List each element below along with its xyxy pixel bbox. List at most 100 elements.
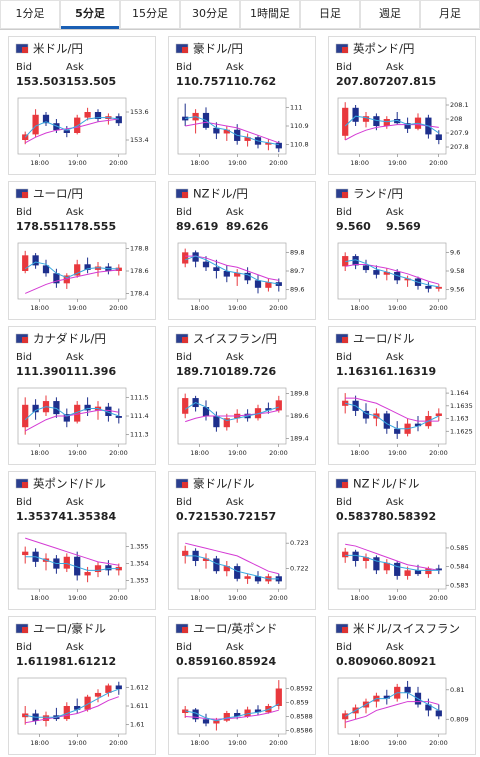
tab-label[interactable]: 月足 bbox=[439, 7, 461, 20]
moving-average-long bbox=[344, 124, 439, 141]
candle-body bbox=[265, 282, 272, 288]
candle-body bbox=[234, 272, 241, 277]
x-tick-label: 18:00 bbox=[30, 594, 49, 602]
flag-icon-part bbox=[182, 192, 188, 198]
tab-label[interactable]: 週足 bbox=[379, 7, 401, 20]
tab-label[interactable]: 1時間足 bbox=[250, 7, 290, 20]
tab-label[interactable]: 日足 bbox=[319, 7, 341, 20]
flag-icon-part bbox=[22, 627, 28, 633]
y-tick-label: 1.354 bbox=[130, 560, 149, 568]
candle-body bbox=[42, 114, 50, 124]
pair-name[interactable]: 豪ドル/円 bbox=[193, 42, 243, 56]
pair-name[interactable]: 米ドル/円 bbox=[33, 42, 83, 56]
candle-body bbox=[383, 119, 390, 126]
candle-body bbox=[435, 413, 442, 416]
x-tick-label: 18:00 bbox=[350, 739, 369, 747]
y-tick-label: 111.5 bbox=[130, 393, 149, 401]
y-tick-label: 0.8592 bbox=[290, 685, 313, 693]
pair-name[interactable]: 英ポンド/円 bbox=[353, 42, 414, 56]
pair-name[interactable]: 米ドル/スイスフラン bbox=[353, 622, 460, 636]
tab-active-indicator bbox=[61, 26, 119, 29]
candle-body bbox=[425, 568, 432, 575]
ask-label: Ask bbox=[386, 352, 404, 363]
x-tick-label: 20:00 bbox=[429, 594, 448, 602]
bid-label: Bid bbox=[176, 207, 192, 218]
candle-body bbox=[94, 266, 102, 270]
tab[interactable] bbox=[300, 0, 360, 29]
moving-average-long bbox=[345, 397, 439, 422]
tab-label[interactable]: 30分足 bbox=[192, 7, 228, 20]
bid-value: 0.72153 bbox=[176, 510, 226, 523]
y-tick-label: 1.611 bbox=[130, 702, 149, 710]
bid-value: 189.710 bbox=[176, 365, 226, 378]
ask-value: 9.569 bbox=[386, 220, 421, 233]
bid-value: 1.35374 bbox=[16, 510, 66, 523]
pair-name[interactable]: NZドル/ドル bbox=[353, 477, 419, 491]
candle-body bbox=[404, 278, 411, 281]
x-tick-label: 20:00 bbox=[429, 159, 448, 167]
pair-name[interactable]: ユーロ/豪ドル bbox=[33, 622, 106, 636]
bid-label: Bid bbox=[336, 62, 352, 73]
candle-body bbox=[383, 695, 390, 699]
pair-name[interactable]: カナダドル/円 bbox=[33, 332, 106, 346]
x-tick-label: 19:00 bbox=[388, 449, 407, 457]
moving-average-long bbox=[185, 542, 279, 575]
x-tick-label: 18:00 bbox=[190, 304, 209, 312]
flag-icon-part bbox=[342, 192, 348, 198]
x-tick-label: 19:00 bbox=[388, 739, 407, 747]
candle-body bbox=[42, 715, 50, 721]
x-tick-label: 18:00 bbox=[30, 159, 49, 167]
tab[interactable] bbox=[240, 0, 300, 29]
x-tick-label: 19:00 bbox=[228, 449, 247, 457]
tab-label[interactable]: 1分足 bbox=[16, 7, 45, 20]
tab-label[interactable]: 5分足 bbox=[75, 6, 106, 20]
pair-name[interactable]: ユーロ/ドル bbox=[353, 332, 414, 346]
candle-body bbox=[352, 107, 359, 122]
candle-body bbox=[32, 404, 39, 413]
pair-name[interactable]: 豪ドル/ドル bbox=[193, 477, 254, 491]
candle-body bbox=[352, 256, 359, 266]
flag-icon-part bbox=[182, 337, 188, 343]
candle-body bbox=[202, 407, 210, 416]
candle-body bbox=[223, 418, 230, 428]
tab[interactable] bbox=[120, 0, 180, 29]
candle-body bbox=[435, 568, 442, 571]
bid-label: Bid bbox=[16, 642, 32, 653]
x-tick-label: 19:00 bbox=[228, 739, 247, 747]
x-tick-label: 19:00 bbox=[68, 159, 87, 167]
tab[interactable] bbox=[360, 0, 420, 29]
pair-name[interactable]: ユーロ/円 bbox=[33, 187, 83, 201]
flag-icon-part bbox=[182, 47, 188, 53]
candle-body bbox=[53, 123, 60, 131]
candle-body bbox=[182, 550, 189, 556]
x-tick-label: 19:00 bbox=[388, 594, 407, 602]
y-tick-label: 110.8 bbox=[290, 141, 309, 149]
candle-body bbox=[84, 696, 91, 710]
x-tick-label: 18:00 bbox=[350, 159, 369, 167]
x-tick-label: 19:00 bbox=[68, 304, 87, 312]
ask-label: Ask bbox=[226, 497, 244, 508]
moving-average-short bbox=[345, 259, 439, 288]
x-tick-label: 20:00 bbox=[109, 594, 128, 602]
y-tick-label: 1.353 bbox=[130, 577, 149, 585]
pair-name[interactable]: NZドル/円 bbox=[193, 187, 248, 201]
pair-name[interactable]: スイスフラン/円 bbox=[193, 332, 277, 346]
pair-name[interactable]: ユーロ/英ポンド bbox=[193, 622, 277, 636]
candle-body bbox=[94, 565, 102, 573]
tab[interactable] bbox=[0, 0, 60, 29]
tab[interactable] bbox=[180, 0, 240, 29]
ask-label: Ask bbox=[226, 62, 244, 73]
bid-value: 1.16316 bbox=[336, 365, 386, 378]
tab-label[interactable]: 15分足 bbox=[132, 7, 168, 20]
candle-body bbox=[254, 280, 262, 288]
flag-icon-part bbox=[342, 482, 348, 488]
y-tick-label: 178.8 bbox=[130, 245, 149, 253]
pair-name[interactable]: ランド/円 bbox=[353, 187, 403, 201]
bid-label: Bid bbox=[16, 352, 32, 363]
bid-value: 110.757 bbox=[176, 75, 226, 88]
candle-body bbox=[265, 408, 272, 411]
candle-body bbox=[105, 406, 112, 416]
candle-body bbox=[383, 413, 390, 429]
y-tick-label: 0.859 bbox=[290, 699, 309, 707]
pair-name[interactable]: 英ポンド/ドル bbox=[33, 477, 106, 491]
